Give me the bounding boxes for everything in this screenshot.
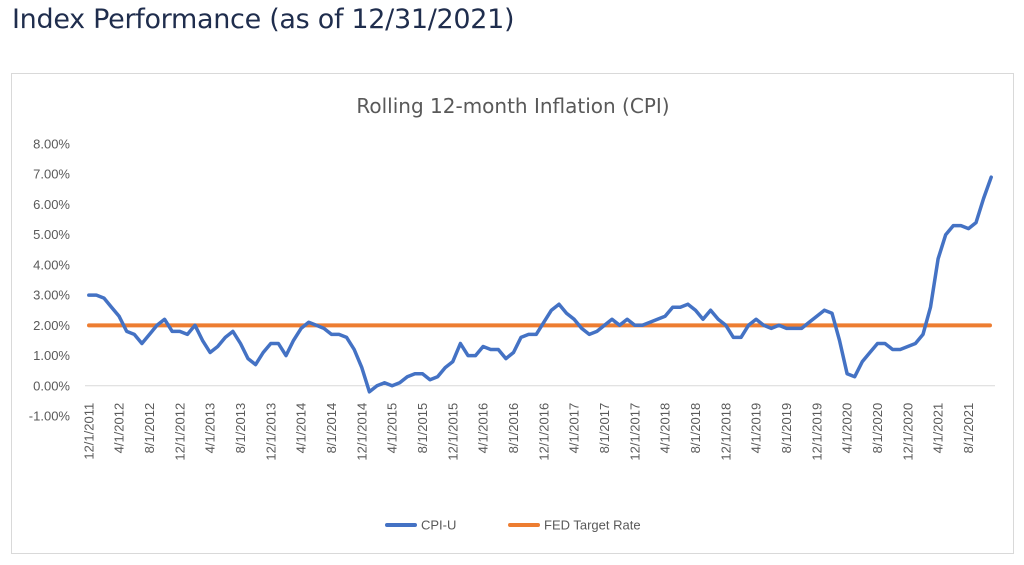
- y-tick-label: 4.00%: [33, 257, 70, 272]
- y-tick-label: 5.00%: [33, 227, 70, 242]
- legend-fed-target-label: FED Target Rate: [544, 518, 641, 533]
- y-tick-label: 8.00%: [33, 137, 70, 152]
- x-tick-label: 4/1/2019: [749, 403, 764, 454]
- x-tick-label: 8/1/2016: [506, 403, 521, 454]
- x-tick-label: 12/1/2020: [900, 403, 915, 461]
- y-tick-label: 6.00%: [33, 197, 70, 212]
- y-tick-label: 0.00%: [33, 378, 70, 393]
- x-tick-label: 8/1/2021: [961, 403, 976, 454]
- chart-frame: Rolling 12-month Inflation (CPI) 8.00% 7.0…: [11, 73, 1014, 554]
- x-tick-label: 8/1/2013: [233, 403, 248, 454]
- cpi-line-chart: Rolling 12-month Inflation (CPI) 8.00% 7.0…: [29, 94, 995, 533]
- x-tick-label: 8/1/2020: [870, 403, 885, 454]
- y-tick-label: 3.00%: [33, 288, 70, 303]
- x-tick-label: 12/1/2015: [445, 403, 460, 461]
- x-tick-label: 8/1/2012: [142, 403, 157, 454]
- x-tick-label: 12/1/2019: [809, 403, 824, 461]
- y-tick-label: 2.00%: [33, 318, 70, 333]
- chart-title: Rolling 12-month Inflation (CPI): [356, 94, 669, 118]
- y-tick-label: 1.00%: [33, 348, 70, 363]
- x-tick-label: 4/1/2016: [476, 403, 491, 454]
- x-tick-label: 8/1/2017: [597, 403, 612, 454]
- x-tick-label: 4/1/2012: [112, 403, 127, 454]
- x-tick-label: 12/1/2011: [81, 403, 96, 460]
- x-tick-label: 4/1/2018: [658, 403, 673, 454]
- x-tick-label: 4/1/2020: [840, 403, 855, 454]
- x-tick-label: 12/1/2012: [172, 403, 187, 461]
- page-title: Index Performance (as of 12/31/2021): [12, 4, 515, 35]
- y-tick-label: -1.00%: [29, 409, 71, 424]
- x-tick-label: 12/1/2017: [627, 403, 642, 461]
- legend-cpi-u-label: CPI-U: [421, 518, 456, 533]
- x-tick-label: 4/1/2017: [567, 403, 582, 454]
- x-tick-label: 8/1/2019: [779, 403, 794, 454]
- x-tick-label: 4/1/2013: [203, 403, 218, 454]
- x-tick-label: 12/1/2013: [263, 403, 278, 461]
- x-tick-label: 4/1/2021: [931, 403, 946, 454]
- x-tick-label: 8/1/2015: [415, 403, 430, 454]
- x-tick-label: 12/1/2016: [536, 403, 551, 461]
- cpi-u-line: [87, 175, 993, 394]
- x-tick-label: 4/1/2014: [294, 403, 309, 454]
- x-tick-label: 8/1/2018: [688, 403, 703, 454]
- x-tick-label: 12/1/2018: [718, 403, 733, 461]
- x-tick-label: 8/1/2014: [324, 403, 339, 454]
- x-tick-label: 4/1/2015: [385, 403, 400, 454]
- x-tick-label: 12/1/2014: [354, 403, 369, 461]
- y-tick-label: 7.00%: [33, 167, 70, 182]
